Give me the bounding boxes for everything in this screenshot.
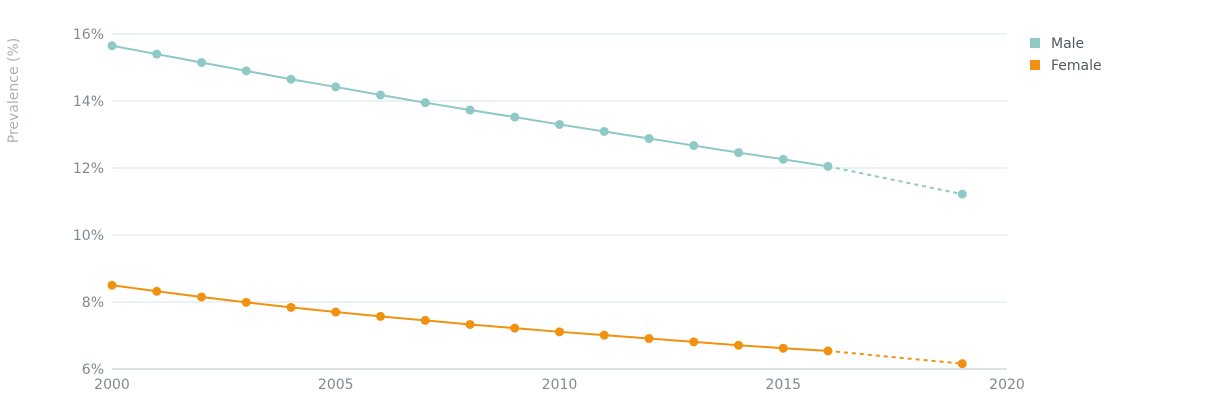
data-point-male bbox=[778, 154, 788, 164]
series-line-female bbox=[111, 284, 829, 352]
data-point-male bbox=[107, 41, 117, 51]
data-point-female bbox=[510, 323, 520, 333]
legend-label-female: Female bbox=[1051, 58, 1102, 74]
data-point-female bbox=[555, 327, 564, 337]
data-point-female bbox=[376, 311, 385, 321]
data-point-male bbox=[331, 82, 341, 92]
y-tick-label: 14% bbox=[73, 94, 104, 110]
y-tick-label: 8% bbox=[82, 295, 104, 311]
data-point-female bbox=[241, 297, 251, 307]
data-point-female bbox=[734, 340, 743, 350]
y-tick-label: 10% bbox=[73, 228, 104, 244]
data-point-female bbox=[420, 315, 430, 325]
data-point-male bbox=[823, 161, 833, 171]
data-point-female bbox=[689, 337, 699, 347]
legend-swatch-male bbox=[1030, 38, 1040, 48]
y-tick-label: 12% bbox=[73, 161, 104, 177]
x-tick-label: 2015 bbox=[765, 377, 801, 393]
data-point-male bbox=[241, 66, 251, 76]
data-point-male bbox=[420, 98, 430, 108]
data-point-female bbox=[286, 302, 296, 312]
y-tick-label: 16% bbox=[73, 27, 104, 43]
data-point-female bbox=[465, 319, 475, 329]
legend-label-male: Male bbox=[1051, 36, 1084, 52]
x-tick-label: 2005 bbox=[318, 377, 354, 393]
x-tick-label: 2000 bbox=[94, 377, 130, 393]
data-point-male bbox=[555, 119, 564, 129]
data-point-male bbox=[689, 141, 699, 151]
data-point-female bbox=[331, 307, 341, 317]
x-tick-label: 2020 bbox=[989, 377, 1025, 393]
data-point-female bbox=[957, 359, 967, 369]
data-point-male bbox=[465, 105, 475, 115]
y-axis-title: Prevalence (%) bbox=[6, 38, 22, 144]
data-point-female bbox=[152, 286, 162, 296]
data-point-female bbox=[197, 292, 206, 302]
data-point-female bbox=[107, 280, 117, 290]
data-point-male bbox=[599, 126, 609, 136]
data-point-male bbox=[734, 148, 743, 158]
data-point-male bbox=[286, 74, 296, 84]
data-point-female bbox=[778, 343, 788, 353]
data-point-male bbox=[152, 49, 162, 59]
data-point-male bbox=[510, 112, 520, 122]
legend-swatch-female bbox=[1030, 60, 1040, 70]
series-projection-male bbox=[827, 165, 963, 196]
series-projection-female bbox=[827, 349, 963, 365]
data-point-male bbox=[957, 189, 967, 199]
data-point-male bbox=[376, 90, 385, 100]
y-tick-label: 6% bbox=[82, 362, 104, 378]
data-point-female bbox=[823, 346, 833, 356]
data-point-male bbox=[644, 134, 654, 144]
data-point-female bbox=[644, 334, 654, 344]
data-point-male bbox=[197, 57, 206, 67]
x-tick-label: 2010 bbox=[542, 377, 578, 393]
data-point-female bbox=[599, 330, 609, 340]
